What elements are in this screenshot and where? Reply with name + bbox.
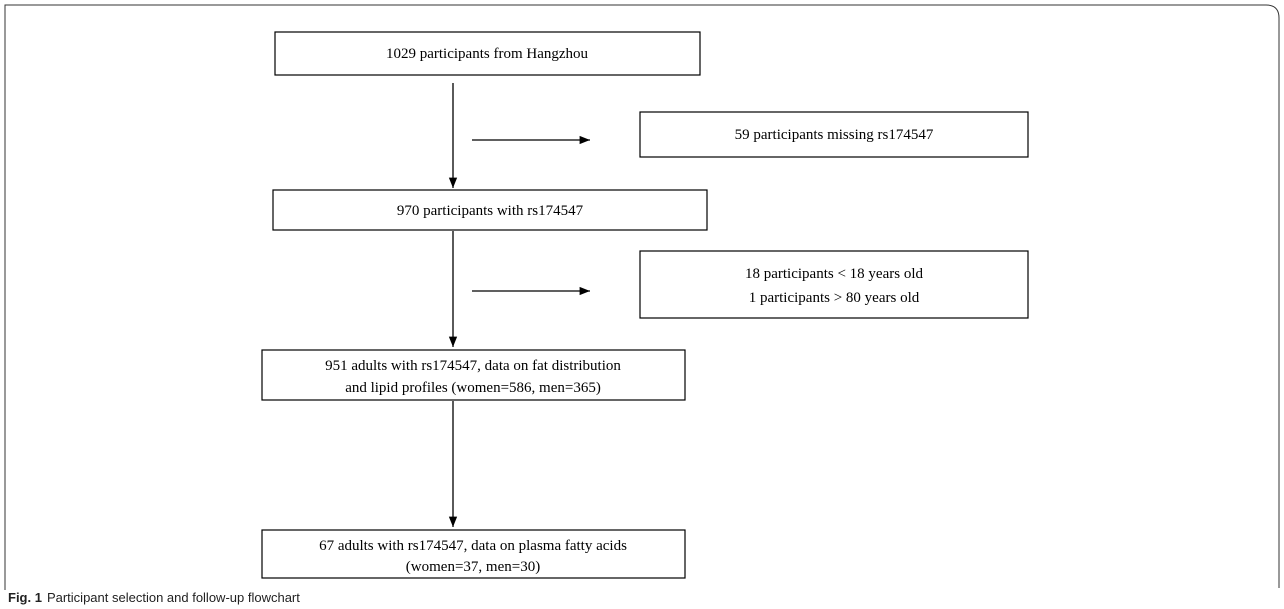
node-box [261,349,686,401]
node: 951 adults with rs174547, data on fat di… [261,349,686,401]
node-box [272,189,708,231]
caption-label: Fig. 1 [8,590,42,605]
node-label: (women=37, men=30) [406,559,540,575]
node-label: 59 participants missing rs174547 [735,127,934,143]
node-label: and lipid profiles (women=586, men=365) [345,380,601,396]
caption: Fig. 1 Participant selection and follow-u… [8,590,300,605]
node-label: 951 adults with rs174547, data on fat di… [325,358,621,374]
node-label: 970 participants with rs174547 [397,203,584,219]
node-box [639,250,1029,319]
node-box [274,31,701,76]
node-label: 1029 participants from Hangzhou [386,46,589,62]
node-box [639,111,1029,158]
node: 59 participants missing rs174547 [639,111,1029,158]
node-label: 18 participants < 18 years old [745,266,924,282]
caption-text: Participant selection and follow-up flow… [47,590,300,605]
node: 18 participants < 18 years old 1 partici… [639,250,1029,319]
node-box [261,529,686,579]
frame [4,4,1280,590]
node: 970 participants with rs174547 [272,189,708,231]
node-label: 1 participants > 80 years old [749,290,920,306]
node: 67 adults with rs174547, data on plasma … [261,529,686,579]
node-label: 67 adults with rs174547, data on plasma … [319,538,627,554]
node: 1029 participants from Hangzhou [274,31,701,76]
